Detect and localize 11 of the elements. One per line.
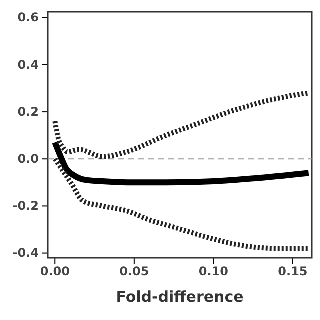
y-tick-label: -0.4 (12, 246, 39, 260)
y-tick-label: 0.4 (18, 58, 39, 72)
x-tick-label: 0.10 (198, 264, 228, 279)
x-axis-title: Fold-difference (116, 288, 244, 306)
x-tick-label: 0.05 (120, 264, 150, 279)
x-tick-label: 0.00 (40, 264, 70, 279)
y-tick-label: -0.2 (12, 199, 39, 214)
y-tick-label: 0.6 (18, 10, 39, 25)
x-tick-label: 0.15 (278, 264, 308, 279)
y-tick-label: 0.2 (18, 104, 39, 119)
y-tick-label: 0.0 (18, 152, 39, 166)
